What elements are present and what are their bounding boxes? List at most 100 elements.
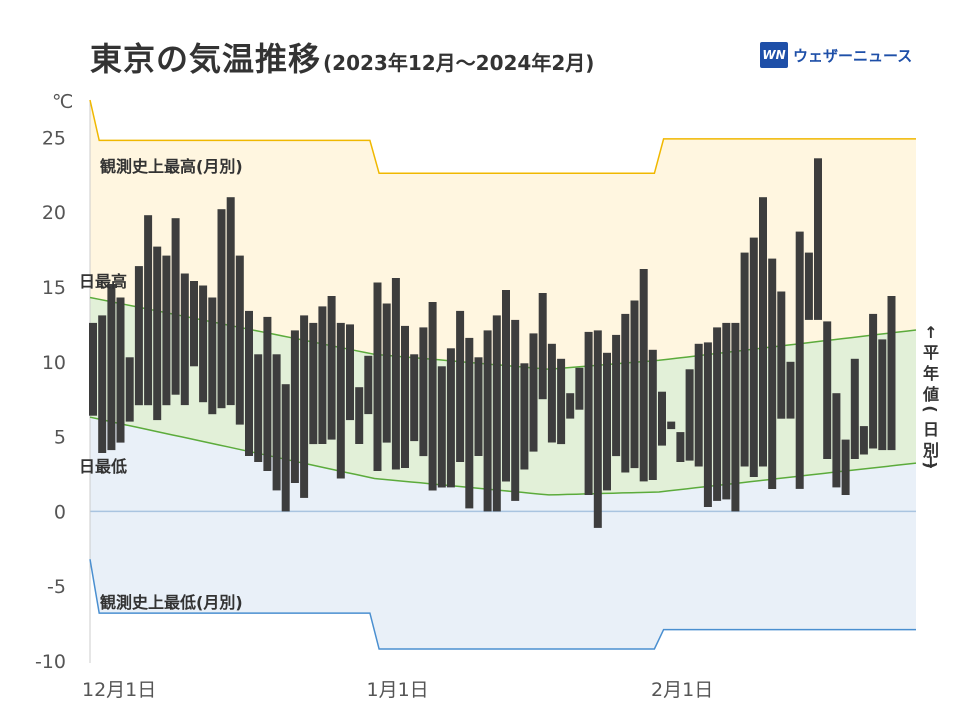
temperature-bar bbox=[768, 258, 777, 489]
y-tick-label: -10 bbox=[35, 651, 66, 673]
temperature-bar bbox=[823, 321, 832, 459]
temperature-bar bbox=[694, 343, 703, 467]
daily-low-label: 日最低 bbox=[79, 457, 127, 476]
temperature-bar bbox=[290, 330, 299, 483]
temperature-bar bbox=[612, 334, 621, 457]
y-tick-label: 20 bbox=[42, 202, 66, 224]
temperature-bar bbox=[575, 367, 584, 410]
temperature-bar bbox=[336, 322, 345, 479]
temperature-bar bbox=[382, 303, 391, 443]
temperature-bar bbox=[180, 273, 189, 406]
temperature-bar bbox=[648, 349, 657, 480]
temperature-bar bbox=[419, 327, 428, 457]
temperature-bar bbox=[428, 302, 437, 491]
temperature-bar bbox=[740, 252, 749, 467]
temperature-bar bbox=[144, 215, 153, 406]
temperature-bar bbox=[538, 293, 547, 400]
x-tick-label: 1月1日 bbox=[367, 679, 429, 701]
temperature-bar bbox=[153, 246, 162, 421]
normal-label-char: 日 bbox=[923, 420, 939, 439]
temperature-bar bbox=[364, 355, 373, 415]
title-period: (2023年12月〜2024年2月) bbox=[323, 51, 595, 75]
x-tick-label: 2月1日 bbox=[651, 679, 713, 701]
temperature-bar bbox=[483, 330, 492, 512]
brand-name: ウェザーニュース bbox=[793, 46, 913, 65]
temperature-bar bbox=[621, 313, 630, 473]
temperature-bar bbox=[841, 439, 850, 495]
record-high-zone bbox=[90, 100, 916, 370]
temperature-bar bbox=[162, 255, 171, 406]
temperature-bar bbox=[713, 327, 722, 501]
title-main: 東京の気温推移 bbox=[90, 40, 322, 78]
temperature-bar bbox=[346, 324, 354, 421]
chart-title: 東京の気温推移 (2023年12月〜2024年2月) bbox=[90, 34, 594, 80]
temperature-bar bbox=[217, 209, 226, 409]
temperature-bar bbox=[630, 300, 639, 469]
temperature-bar bbox=[107, 284, 116, 451]
temperature-bar bbox=[502, 290, 510, 482]
record-high-label: 観測史上最高(月別) bbox=[100, 157, 243, 176]
temperature-bar bbox=[300, 315, 309, 498]
temperature-bar bbox=[814, 158, 822, 320]
temperature-bar bbox=[456, 310, 465, 462]
temperature-bar bbox=[603, 352, 611, 491]
temperature-bar bbox=[584, 331, 593, 495]
normal-label-char: ) bbox=[921, 461, 940, 468]
temperature-bar bbox=[676, 432, 685, 462]
y-tick-label: 25 bbox=[42, 127, 66, 149]
normal-low-line bbox=[89, 416, 917, 496]
temperature-bar bbox=[116, 297, 125, 443]
record-low-line bbox=[89, 559, 916, 650]
temperature-bar bbox=[722, 322, 731, 500]
temperature-bar bbox=[878, 339, 887, 451]
temperature-bar bbox=[465, 337, 474, 509]
temperature-bar bbox=[869, 313, 878, 449]
record-low-label: 観測史上最低(月別) bbox=[100, 593, 243, 612]
temperature-bar bbox=[529, 333, 538, 452]
temperature-bar bbox=[401, 325, 409, 468]
temperature-bar bbox=[832, 393, 841, 488]
temperature-bar bbox=[557, 358, 566, 445]
temperature-bar bbox=[437, 366, 446, 488]
normal-label-char: 年 bbox=[923, 364, 939, 383]
temperature-bar bbox=[410, 354, 419, 442]
temperature-bar bbox=[125, 357, 134, 422]
temperature-bar bbox=[391, 278, 400, 470]
temperature-bar bbox=[804, 252, 813, 320]
y-tick-label: 10 bbox=[42, 352, 66, 374]
temperature-bar bbox=[171, 218, 180, 395]
temperature-bar bbox=[566, 393, 575, 419]
temperature-bar bbox=[327, 296, 336, 440]
temperature-bar bbox=[777, 291, 786, 419]
arrow-up-icon: ↑ bbox=[924, 323, 937, 342]
temperature-bar bbox=[520, 363, 529, 470]
temperature-bar bbox=[749, 237, 758, 477]
temperature-bar bbox=[511, 319, 520, 501]
temperature-bar bbox=[208, 297, 217, 415]
temperature-bar bbox=[685, 369, 694, 461]
temperature-bar bbox=[245, 310, 253, 456]
temperature-bar bbox=[190, 281, 198, 367]
temperature-bar bbox=[272, 354, 281, 491]
normal-label-char: 値 bbox=[922, 385, 939, 404]
temperature-bar bbox=[703, 342, 712, 507]
temperature-bar bbox=[309, 322, 318, 445]
arrow-down-icon: ↓ bbox=[924, 453, 937, 472]
y-tick-label: 15 bbox=[42, 277, 66, 299]
temperature-bar bbox=[355, 387, 364, 444]
temperature-bar bbox=[658, 391, 666, 446]
temperature-bar bbox=[134, 266, 143, 406]
temperature-bar bbox=[373, 282, 382, 471]
temperature-bar bbox=[593, 330, 602, 528]
temperature-bar bbox=[492, 315, 501, 512]
temperature-bar bbox=[226, 197, 235, 406]
record-high-line bbox=[89, 99, 916, 175]
y-tick-label: 0 bbox=[54, 501, 66, 523]
temperature-bar bbox=[731, 322, 740, 512]
normal-label-char: 平 bbox=[923, 343, 939, 362]
x-tick-label: 12月1日 bbox=[82, 679, 156, 701]
y-tick-label: -5 bbox=[47, 576, 66, 598]
temperature-bar bbox=[281, 384, 290, 512]
temperature-bar bbox=[859, 426, 868, 455]
